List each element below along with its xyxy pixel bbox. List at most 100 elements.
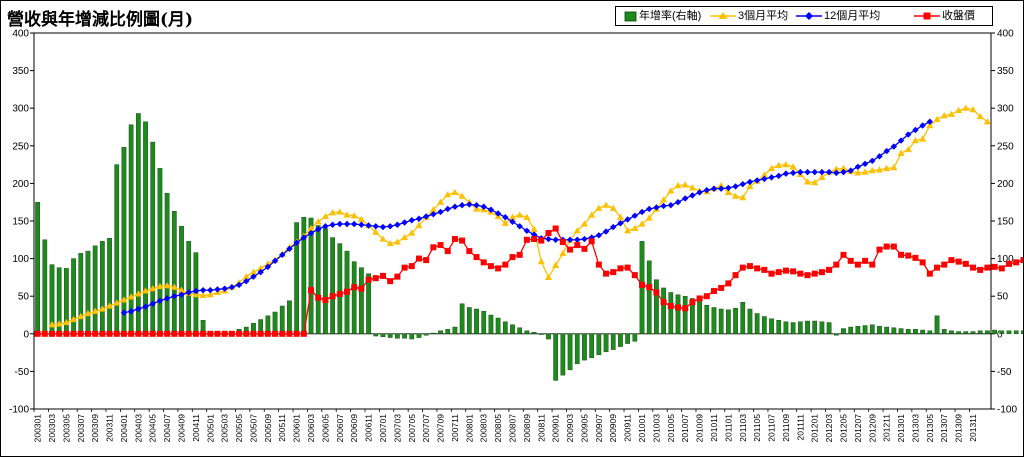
close-price-point bbox=[531, 236, 538, 243]
ma12-point bbox=[336, 220, 344, 228]
growth-bar bbox=[380, 333, 386, 338]
ma12-point bbox=[444, 205, 451, 213]
ma12-point bbox=[430, 211, 437, 218]
ma3-point bbox=[832, 165, 840, 172]
right-axis-tick-label: 0 bbox=[997, 329, 1003, 340]
close-price-point bbox=[653, 289, 660, 296]
ma3-point bbox=[336, 208, 344, 215]
ma12-point bbox=[279, 251, 286, 259]
ma3-point bbox=[955, 106, 963, 114]
growth-bar bbox=[934, 315, 940, 335]
x-axis-tick-label: 200907 bbox=[594, 414, 604, 443]
ma3-point bbox=[559, 249, 567, 256]
close-price-point bbox=[250, 330, 257, 337]
ma3-point bbox=[861, 168, 869, 175]
ma12-point bbox=[329, 221, 336, 228]
close-price-point bbox=[862, 257, 869, 264]
growth-bar bbox=[661, 287, 666, 335]
ma3-point bbox=[947, 110, 956, 117]
ma3-point bbox=[62, 318, 70, 326]
ma12-point bbox=[624, 216, 631, 223]
close-price-point bbox=[480, 259, 487, 266]
x-axis-tick-label: 201307 bbox=[939, 414, 949, 443]
close-price-point bbox=[883, 243, 890, 250]
close-price-point bbox=[567, 246, 574, 253]
growth-bar bbox=[128, 124, 134, 335]
growth-bar bbox=[474, 308, 479, 335]
x-axis-tick-label: 200805 bbox=[493, 414, 503, 443]
ma12-point bbox=[487, 206, 495, 213]
ma12-point bbox=[523, 227, 531, 234]
ma12-point bbox=[861, 160, 869, 168]
ma12-point bbox=[171, 293, 178, 300]
close-price-point bbox=[34, 330, 41, 337]
close-price-point bbox=[624, 264, 631, 271]
right-axis-tick-label: -100 bbox=[997, 405, 1017, 416]
ma12-point bbox=[725, 184, 732, 192]
close-price-point bbox=[523, 236, 530, 243]
growth-bar bbox=[776, 320, 782, 335]
ma12-point bbox=[264, 263, 272, 271]
ma3-point bbox=[962, 104, 970, 111]
ma12-point bbox=[127, 308, 135, 315]
ma3-point bbox=[530, 225, 538, 232]
ma3-point bbox=[818, 173, 826, 180]
close-price-point bbox=[977, 266, 984, 273]
ma12-point bbox=[890, 143, 898, 150]
close-price-point bbox=[135, 330, 142, 337]
close-price-point bbox=[545, 230, 552, 237]
ma12-point bbox=[789, 169, 797, 177]
x-axis-tick-label: 201207 bbox=[853, 414, 863, 443]
right-axis-tick-label: 250 bbox=[997, 141, 1014, 152]
close-price-point bbox=[300, 330, 307, 337]
growth-bar bbox=[430, 332, 436, 335]
growth-bar bbox=[287, 300, 292, 335]
growth-bar bbox=[92, 245, 98, 334]
ma3-point bbox=[120, 296, 128, 303]
right-axis-tick-label: 50 bbox=[997, 292, 1009, 303]
ma3-point bbox=[688, 184, 696, 191]
ma3-point bbox=[307, 224, 315, 232]
growth-bar bbox=[682, 296, 688, 335]
ma12-point bbox=[379, 223, 387, 231]
legend-label-ma3: 3個月平均 bbox=[738, 10, 789, 22]
x-axis-tick-label: 201203 bbox=[824, 414, 834, 443]
growth-bar bbox=[589, 333, 595, 359]
close-price-point bbox=[1020, 257, 1023, 264]
close-price-point bbox=[818, 269, 825, 276]
ma3-point bbox=[98, 305, 106, 312]
growth-bar bbox=[690, 298, 695, 334]
close-price-point bbox=[905, 252, 912, 259]
ma3-point bbox=[782, 161, 790, 168]
legend-item-ma3: 3個月平均 bbox=[708, 8, 794, 24]
ma12-point bbox=[775, 172, 782, 180]
ma12-point bbox=[315, 226, 322, 233]
close-price-point bbox=[919, 259, 926, 266]
chart-legend: 年增率(右軸) 3個月平均 12個月平均 收盤價 bbox=[615, 6, 993, 26]
x-axis-tick-label: 200409 bbox=[177, 414, 187, 443]
legend-label-ma12: 12個月平均 bbox=[824, 10, 881, 22]
ma3-point bbox=[933, 115, 941, 123]
ma12-point bbox=[681, 195, 689, 202]
x-axis-tick-label: 200801 bbox=[464, 414, 474, 443]
ma3-point bbox=[149, 285, 157, 292]
legend-swatch-bar-icon bbox=[624, 11, 637, 22]
ma12-point bbox=[250, 273, 257, 280]
growth-bar bbox=[812, 320, 818, 334]
ma12-point bbox=[408, 217, 415, 224]
close-price-point bbox=[646, 284, 653, 291]
ma3-point bbox=[501, 219, 509, 226]
close-price-point bbox=[192, 330, 199, 337]
growth-bar bbox=[171, 211, 177, 334]
ma12-point bbox=[653, 204, 660, 211]
close-price-point bbox=[365, 276, 372, 283]
close-price-point bbox=[790, 268, 797, 275]
ma3-point bbox=[645, 214, 653, 221]
close-price-point bbox=[495, 265, 502, 272]
growth-bar bbox=[884, 326, 890, 335]
ma3-point bbox=[789, 163, 797, 170]
close-price-point bbox=[898, 251, 905, 258]
ma3-point bbox=[631, 224, 639, 232]
ma12-point bbox=[149, 300, 156, 307]
ma3-point bbox=[609, 204, 617, 211]
